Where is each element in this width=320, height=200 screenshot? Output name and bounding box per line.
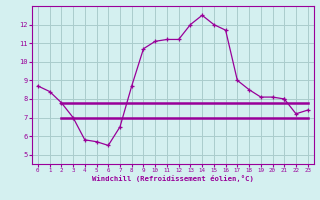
X-axis label: Windchill (Refroidissement éolien,°C): Windchill (Refroidissement éolien,°C) <box>92 175 254 182</box>
